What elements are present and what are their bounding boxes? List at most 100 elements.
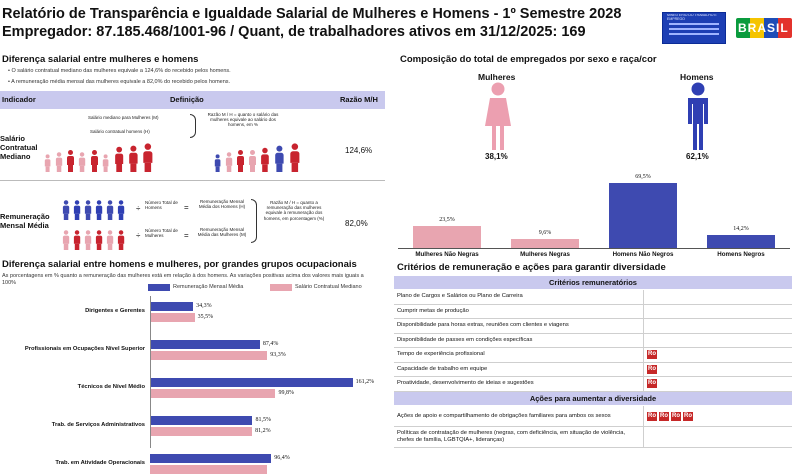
occupation-bar-value: 93,3%	[270, 352, 286, 358]
occupation-bar	[150, 340, 260, 349]
criteria-mark-cell: Ro	[643, 348, 657, 362]
man-icon	[688, 82, 708, 150]
figures-women-group	[62, 226, 132, 250]
salary-table-header: Indicador Definição Razão M/H	[0, 91, 385, 109]
salary-bullet-2: • A remuneração média mensal das mulhere…	[8, 79, 231, 85]
occupation-category-label: Profissionais em Ocupações Nível Superio…	[24, 346, 145, 352]
composition-bar	[707, 234, 775, 248]
occupation-bar	[150, 378, 353, 387]
employer-line: Empregador: 87.185.468/1001-96 / Quant, …	[2, 24, 586, 40]
criteria-text: Disponibilidade para horas extras, reuni…	[397, 322, 569, 329]
person-figure-icon	[236, 150, 245, 172]
criteria-head-1-label: Critérios remuneratórios	[549, 278, 637, 287]
check-mark-icon: Ro	[647, 411, 657, 421]
woman-figure-icon	[84, 230, 92, 250]
occupation-category-label: Técnicos de Nível Médio	[77, 384, 145, 390]
occupation-bar-value: 81,2%	[255, 428, 271, 434]
criteria-mark-cell: Ro	[643, 362, 657, 376]
check-mark-icon: Ro	[647, 350, 657, 360]
criteria-text: Cumprir metas de produção	[397, 307, 469, 314]
salary-section-title: Diferença salarial entre mulheres e home…	[2, 54, 199, 65]
occupation-bar-value: 96,4%	[274, 455, 290, 461]
row-salario-label: Salário Contratual Mediano	[0, 134, 38, 161]
check-mark-icon: Ro	[647, 379, 657, 389]
col-indicator: Indicador	[2, 95, 36, 104]
men-label: Homens	[680, 72, 714, 82]
salary-bullet-1: • O salário contratual mediano das mulhe…	[8, 68, 231, 74]
row2-eq2: Remuneração Mensal Média das Mulheres (M…	[197, 227, 247, 238]
row2-brace	[251, 199, 257, 243]
criteria-row: Disponibilidade de passes em condições e…	[394, 333, 792, 348]
woman-figure-icon	[142, 143, 154, 172]
occupation-chart-note: As porcentagens em % quanto a remuneraçã…	[2, 273, 364, 286]
composition-category-label: Homens Não Negros	[612, 251, 674, 258]
criteria-mark-cell: Ro Ro Ro Ro	[643, 406, 693, 426]
woman-figure-icon	[55, 152, 63, 172]
composition-title: Composição do total de empregados por se…	[400, 54, 657, 65]
criteria-text: Proatividade, desenvolvimento de ideias …	[397, 380, 534, 387]
occupation-bar	[150, 389, 276, 398]
man-figure-icon	[106, 200, 114, 220]
criteria-row: Tempo de experiência profissional Ro	[394, 348, 792, 363]
woman-figure-icon	[128, 145, 139, 172]
woman-figure-icon	[73, 230, 81, 250]
person-figure-icon	[260, 147, 270, 172]
woman-figure-icon	[44, 154, 51, 172]
criteria-mark-cell	[643, 290, 645, 304]
criteria-mark-cell	[643, 319, 645, 333]
composition-bar-chart: 23,5% Mulheres Não Negras 9,6% Mulheres Neg…	[398, 164, 790, 260]
criteria-text: Capacidade de trabalho em equipe	[397, 365, 488, 372]
criteria-row: Plano de Cargos e Salários ou Plano de C…	[394, 290, 792, 305]
plus-sign-2: ÷	[136, 231, 141, 240]
occupation-bar	[150, 416, 253, 425]
criteria-row: Políticas de contratação de mulheres (ne…	[394, 427, 792, 448]
criteria-row: Cumprir metas de produção	[394, 304, 792, 319]
criteria-head-2: Ações para aumentar a diversidade	[394, 392, 792, 405]
equals-2: =	[184, 231, 189, 240]
composition-bar	[413, 226, 481, 248]
woman-figure-icon	[102, 154, 109, 172]
man-figure-icon	[73, 200, 81, 220]
criteria-mark-cell	[643, 333, 645, 347]
plus-sign-1: ÷	[136, 204, 141, 213]
ministry-logo-text: MINISTÉRIO DO TRABALHO E EMPREGO	[667, 14, 717, 21]
occupation-category-label: Trab. em Atividade Operacionais	[55, 460, 145, 466]
occupation-chart-title: Diferença salarial entre homens e mulher…	[2, 259, 357, 270]
criteria-row: Proatividade, desenvolvimento de ideias …	[394, 377, 792, 392]
row-divider	[0, 180, 385, 181]
composition-bar-value: 9,6%	[538, 230, 552, 237]
occupation-bar-chart: Dirigentes e Gerentes 34,3% 35,5% Profissio…	[0, 296, 390, 474]
row-remuneracao-label: Remuneração Mensal Média	[0, 212, 50, 230]
legend-blue-swatch	[148, 284, 170, 291]
col-ratio: Razão M/H	[340, 95, 378, 104]
x-axis-line	[398, 248, 790, 249]
legend-blue-label: Remuneração Mensal Média	[173, 284, 244, 290]
figures-row-1	[44, 143, 324, 174]
composition-category-label: Mulheres Negras	[520, 251, 570, 258]
women-pct: 38,1%	[485, 152, 508, 161]
composition-bar-value: 23,5%	[439, 217, 455, 224]
row1-value: 124,6%	[345, 146, 373, 155]
man-figure-icon	[117, 200, 125, 220]
legend-pink-swatch	[270, 284, 292, 291]
report-title: Relatório de Transparência e Igualdade S…	[2, 6, 622, 22]
occupation-bar	[150, 313, 195, 322]
occupation-bar	[150, 351, 268, 360]
row1-term1: Salário mediano para Mulheres (M)	[88, 115, 159, 120]
equals-1: =	[184, 203, 189, 212]
criteria-head-2-label: Ações para aumentar a diversidade	[529, 394, 657, 403]
woman-figure-icon	[106, 230, 114, 250]
figures-men-group	[62, 196, 132, 220]
man-figure-icon	[84, 200, 92, 220]
check-mark-icon: Ro	[647, 364, 657, 374]
row2-value: 82,0%	[345, 219, 368, 228]
composition-category-label: Mulheres Não Negras	[415, 251, 479, 258]
brasil-logo: BRASIL	[734, 8, 794, 48]
criteria-mark-cell: Ro	[643, 377, 657, 391]
composition-category-label: Homens Negros	[717, 251, 765, 258]
brasil-logo-text: BRASIL	[738, 21, 789, 35]
occupation-bar-value: 81,5%	[255, 417, 271, 423]
occupation-bar	[150, 465, 268, 474]
man-figure-icon	[62, 200, 70, 220]
women-label: Mulheres	[478, 72, 516, 82]
